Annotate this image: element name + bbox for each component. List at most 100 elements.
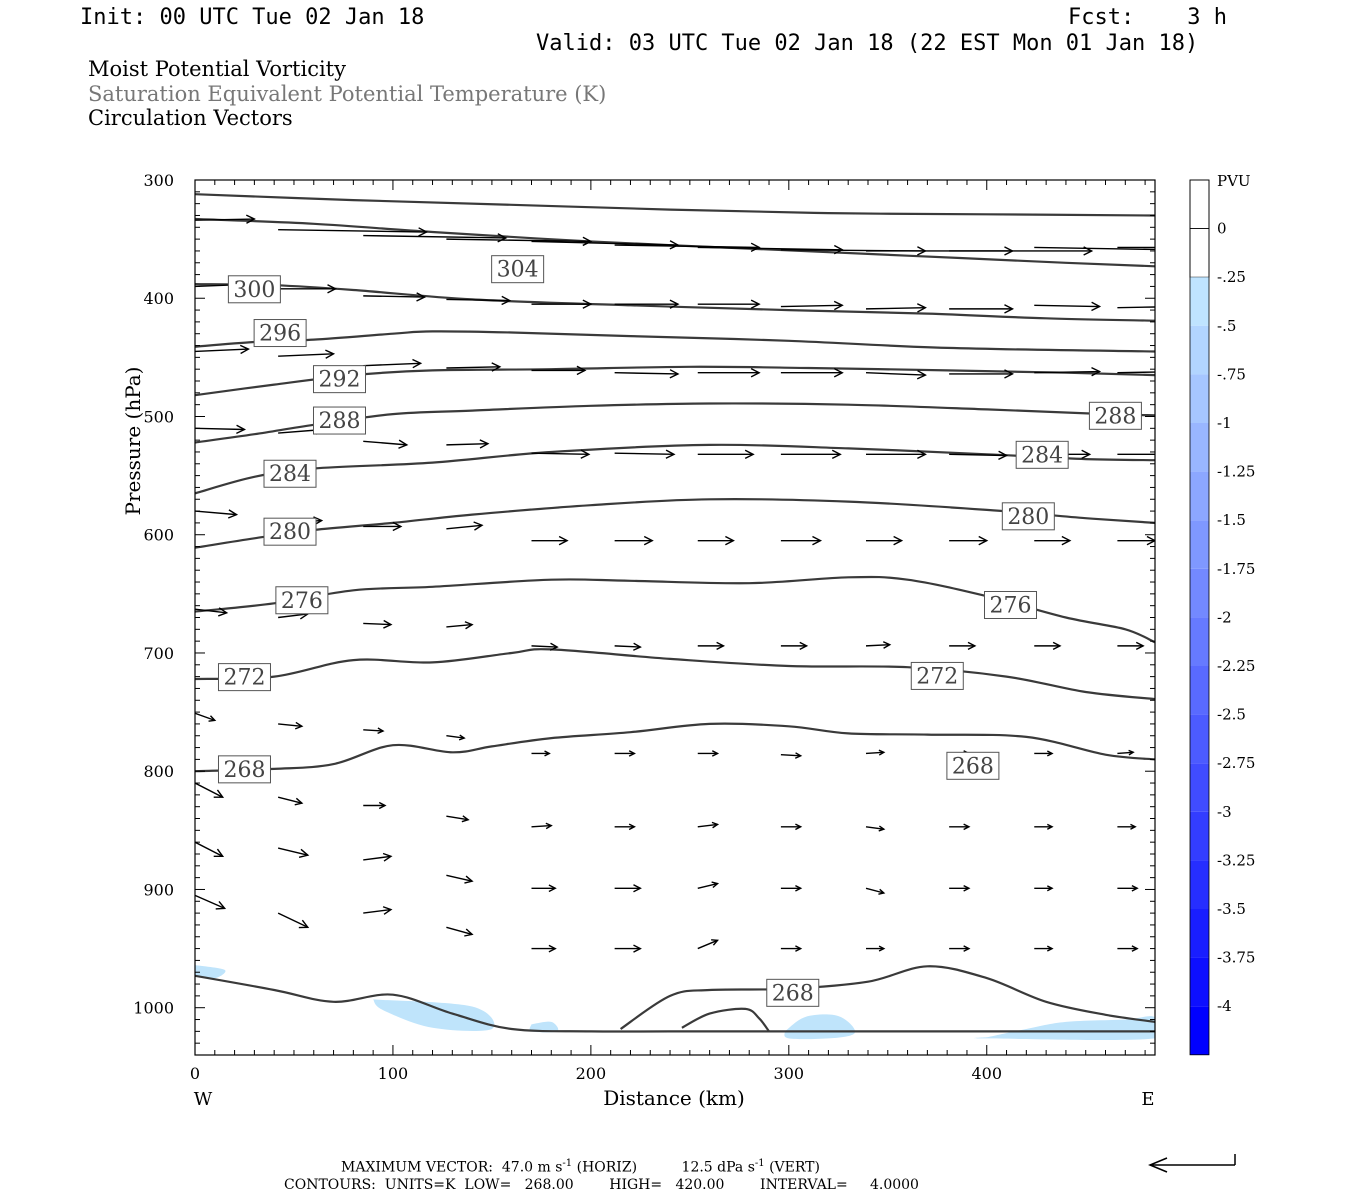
circulation-vector xyxy=(277,847,310,858)
circulation-vector xyxy=(865,749,886,756)
colorbar-unit: PVU xyxy=(1217,172,1251,190)
circulation-vector xyxy=(195,712,217,722)
vector-layer xyxy=(195,214,1155,953)
y-tick-label: 500 xyxy=(143,407,174,426)
circulation-vector xyxy=(866,449,927,460)
circulation-vector xyxy=(446,521,484,531)
circulation-vector xyxy=(614,884,642,893)
circulation-vector xyxy=(363,801,387,810)
x-tick-label: 200 xyxy=(576,1064,607,1083)
circulation-vector xyxy=(614,642,642,651)
contour-label: 268 xyxy=(217,755,271,784)
circulation-vector xyxy=(866,945,886,952)
circulation-vector xyxy=(614,299,680,309)
colorbar-label: -.5 xyxy=(1217,317,1236,335)
contour-label: 276 xyxy=(984,590,1038,619)
colorbar-swatch xyxy=(1190,666,1209,715)
theta-contour-272 xyxy=(195,648,1155,701)
circulation-vector xyxy=(949,823,971,831)
circulation-vector xyxy=(780,368,844,378)
plot-frame xyxy=(194,179,1156,1056)
contour-label: 268 xyxy=(766,978,820,1007)
circulation-vector xyxy=(531,884,557,893)
circulation-vector xyxy=(1034,885,1054,892)
circulation-vector xyxy=(195,841,225,858)
circulation-vector xyxy=(195,214,256,224)
circulation-vector xyxy=(446,295,512,306)
circulation-vector xyxy=(865,303,927,313)
pv-shade-region xyxy=(784,1014,856,1040)
theta-contour-268 xyxy=(195,722,1155,773)
contour-label-layer: 304 300 296 292 288 288 284 284 280 280 276 276 272 2… xyxy=(217,255,1142,1007)
circulation-vector xyxy=(363,521,403,532)
colorbar-label: -3.75 xyxy=(1217,949,1255,967)
circulation-vector xyxy=(949,535,989,546)
circulation-vector xyxy=(1117,945,1139,952)
svg-text:268: 268 xyxy=(772,981,814,1006)
field-title-mpv: Moist Potential Vorticity xyxy=(88,57,346,81)
circulation-vector xyxy=(697,750,720,757)
contour-label: 288 xyxy=(312,406,366,435)
valid-time: Valid: 03 UTC Tue 02 Jan 18 (22 EST Mon … xyxy=(536,31,1199,56)
circulation-vector xyxy=(195,509,239,519)
svg-text:280: 280 xyxy=(1007,505,1049,530)
colorbar-label: -.75 xyxy=(1217,365,1246,383)
colorbar-label: -3 xyxy=(1217,803,1232,821)
circulation-vector xyxy=(363,619,393,629)
circulation-vector xyxy=(278,284,338,294)
theta-contour-268 xyxy=(619,965,1155,1030)
circulation-vector xyxy=(780,884,803,892)
contour-label: 280 xyxy=(1001,502,1055,531)
circulation-vector xyxy=(531,299,593,309)
circulation-vector xyxy=(278,227,429,237)
circulation-vector xyxy=(531,365,587,376)
theta-contour-268 xyxy=(681,1007,770,1033)
contour-label: 292 xyxy=(312,365,366,394)
colorbar-swatch xyxy=(1190,957,1209,1007)
y-tick-label: 400 xyxy=(143,289,174,308)
circulation-vector xyxy=(1034,366,1102,377)
y-tick-label: 900 xyxy=(143,880,174,899)
circulation-vector xyxy=(363,292,427,302)
circulation-vector xyxy=(697,641,726,651)
max-vector-text: MAXIMUM VECTOR: 47.0 m s-1 (HORIZ) 12.5 … xyxy=(341,1158,820,1176)
circulation-vector xyxy=(531,822,553,830)
colorbar-label: -1.5 xyxy=(1217,511,1246,529)
circulation-vector xyxy=(531,642,559,651)
circulation-vector xyxy=(780,823,803,831)
theta-contour-308 xyxy=(195,193,1155,217)
svg-text:272: 272 xyxy=(223,666,265,691)
svg-text:292: 292 xyxy=(318,368,360,393)
colorbar-label: -3.25 xyxy=(1217,851,1255,869)
circulation-vector xyxy=(446,926,474,937)
colorbar-swatch xyxy=(1190,277,1209,326)
circulation-vector xyxy=(866,535,904,546)
colorbar-swatch xyxy=(1190,520,1209,569)
circulation-vector xyxy=(195,424,247,435)
svg-text:288: 288 xyxy=(1094,404,1136,429)
x-tick-label: 100 xyxy=(378,1064,409,1083)
theta-contour-276 xyxy=(195,575,1155,644)
svg-text:280: 280 xyxy=(269,520,311,545)
colorbar-swatch xyxy=(1190,374,1209,423)
colorbar-swatch xyxy=(1190,325,1209,375)
pv-shading-layer xyxy=(195,965,1155,1041)
theta-contour-296 xyxy=(195,330,1155,353)
circulation-vector xyxy=(1034,641,1062,651)
contour-label: 272 xyxy=(217,663,271,692)
y-tick-label: 300 xyxy=(143,171,174,190)
colorbar-label: -2.5 xyxy=(1217,706,1246,724)
colorbar-swatch xyxy=(1189,179,1210,229)
circulation-vector xyxy=(195,344,250,355)
colorbar-swatch xyxy=(1190,763,1209,812)
circulation-vector xyxy=(363,852,393,862)
circulation-vector xyxy=(363,727,385,735)
contour-label: 280 xyxy=(263,517,317,546)
circulation-vector xyxy=(949,369,1015,379)
circulation-vector xyxy=(1117,884,1139,892)
theta-contour-268 xyxy=(195,974,1155,1033)
circulation-vector xyxy=(446,236,593,247)
colorbar-label: -.25 xyxy=(1217,268,1246,286)
forecast-hour: Fcst: 3 h xyxy=(1068,5,1227,30)
circulation-vector xyxy=(614,535,654,546)
